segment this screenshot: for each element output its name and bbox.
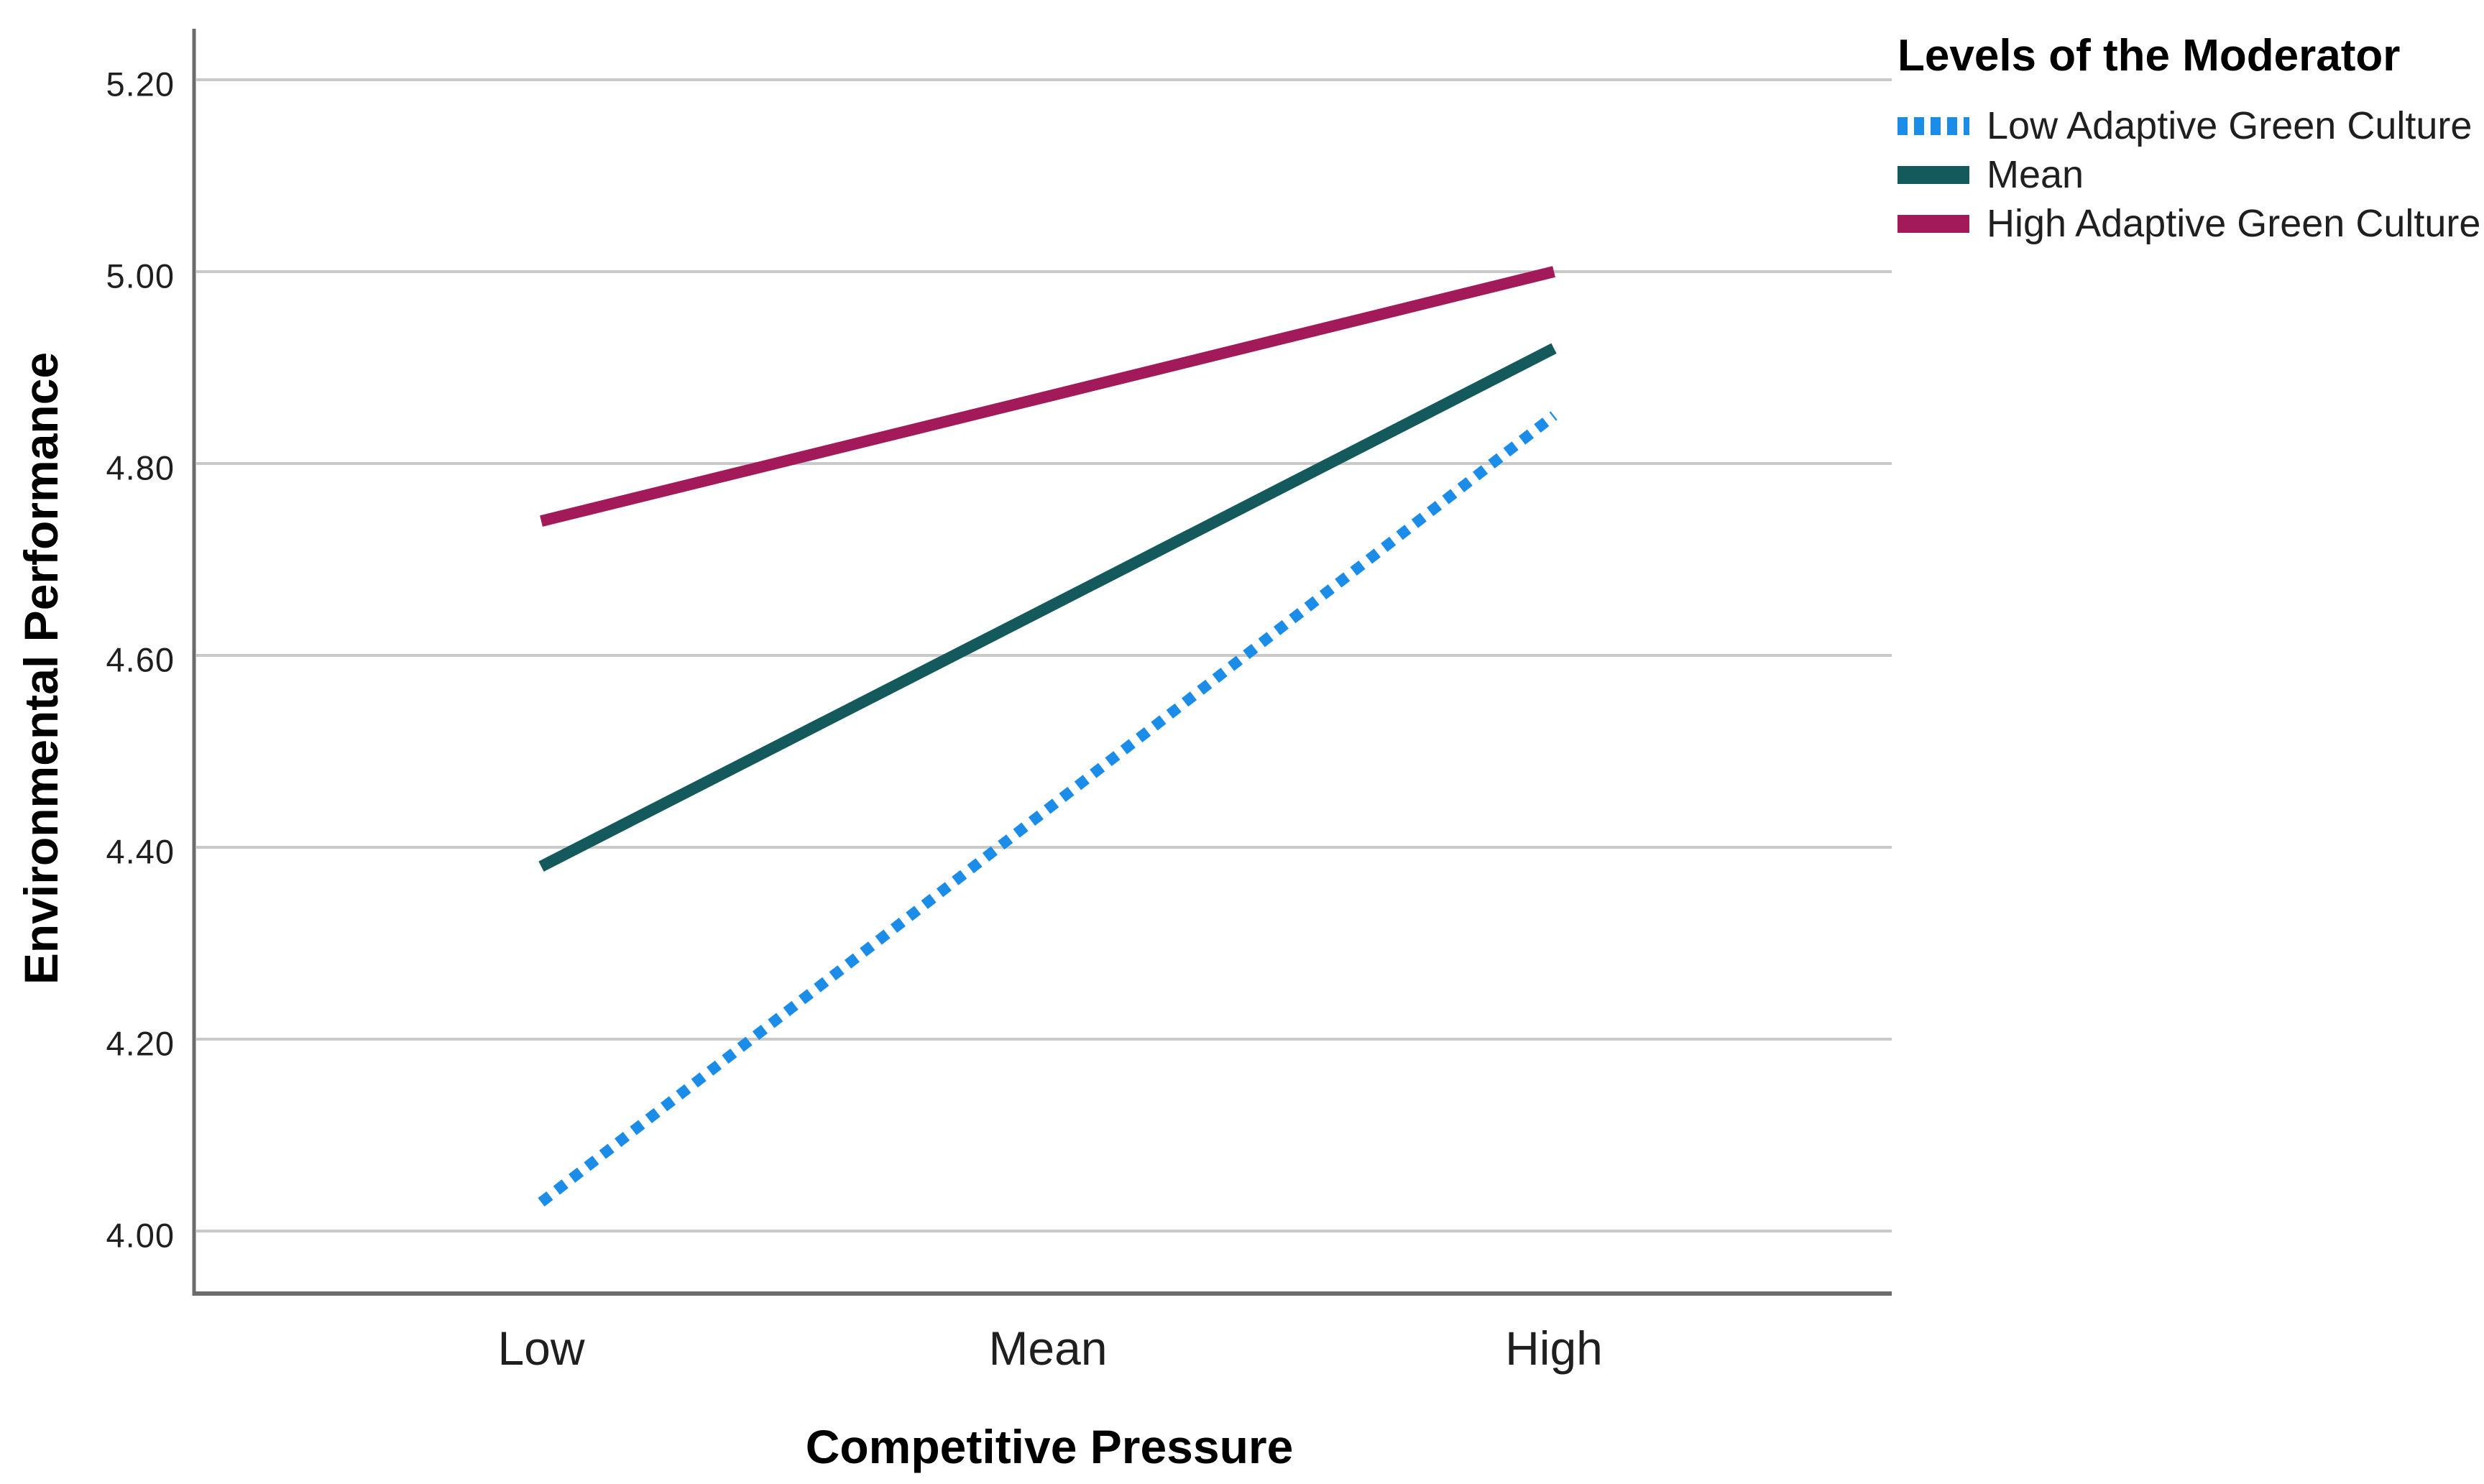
x-tick-label: Low — [497, 1322, 585, 1375]
legend-swatch-dotted — [1898, 116, 1969, 135]
y-tick-label: 4.20 — [106, 1024, 175, 1063]
y-tick-label: 4.60 — [106, 640, 175, 679]
legend-items: Low Adaptive Green Culture Mean High Adapt… — [1898, 101, 2484, 248]
x-tick-label: Mean — [988, 1322, 1108, 1375]
legend-swatch-solid — [1898, 165, 1969, 184]
legend-item-label: Mean — [1987, 153, 2084, 196]
legend-item-label: High Adaptive Green Culture — [1987, 202, 2481, 245]
legend-title: Levels of the Moderator — [1898, 31, 2401, 80]
series-line-high-adaptive-green-culture — [540, 266, 1555, 527]
x-tick-label: High — [1505, 1322, 1603, 1375]
legend-item: High Adaptive Green Culture — [1898, 199, 2484, 248]
legend-swatch-solid — [1898, 214, 1969, 233]
y-axis-title: Environmental Performance — [14, 351, 68, 985]
series-line-mean — [538, 343, 1557, 872]
y-tick-label: 4.80 — [106, 448, 175, 487]
x-axis-title: Competitive Pressure — [805, 1420, 1294, 1473]
legend-item: Low Adaptive Green Culture — [1898, 101, 2484, 150]
legend-item: Mean — [1898, 150, 2484, 199]
y-tick-label: 5.20 — [106, 65, 175, 103]
legend-item-label: Low Adaptive Green Culture — [1987, 104, 2472, 147]
series-line-low-adaptive-green-culture — [538, 411, 1558, 1207]
y-tick-label: 5.00 — [106, 257, 175, 295]
y-tick-label: 4.00 — [106, 1216, 175, 1255]
y-tick-label: 4.40 — [106, 832, 175, 871]
legend: Levels of the Moderator Low Adaptive Gre… — [1898, 30, 2484, 248]
